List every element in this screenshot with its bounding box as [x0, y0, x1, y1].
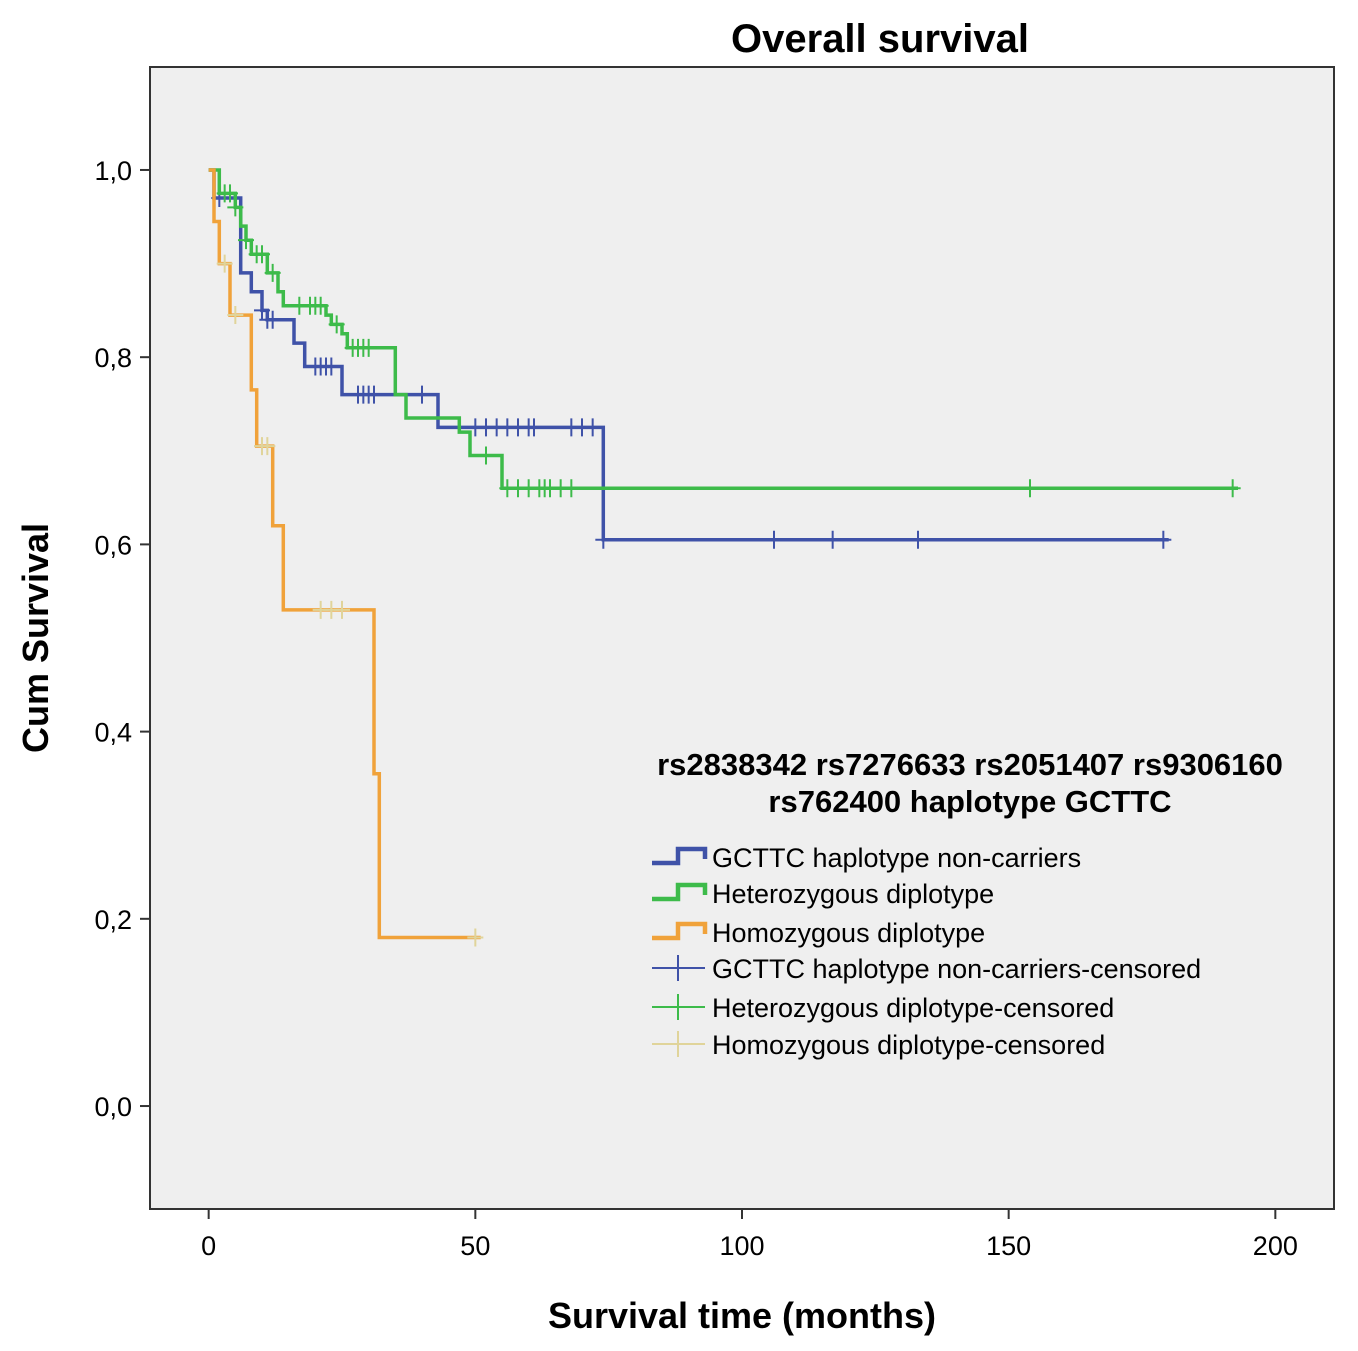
y-axis: 0,0 0,2 0,4 0,6 0,8 1,0: [94, 156, 150, 1122]
censor-mark: [766, 530, 782, 549]
x-tick-label: 200: [1253, 1231, 1298, 1261]
censor-mark: [414, 385, 430, 404]
legend-censor-swatch: [652, 955, 705, 981]
censor-mark: [323, 357, 340, 376]
legend: rs2838342 rs7276633 rs2051407 rs9306160 …: [652, 747, 1283, 1060]
censor-mark: [334, 600, 350, 619]
legend-label: Homozygous diplotype-censored: [712, 1030, 1105, 1060]
x-tick-label: 150: [986, 1231, 1031, 1261]
censor-mark: [366, 385, 382, 404]
censor-mark: [824, 530, 841, 549]
y-tick-label: 0,2: [94, 905, 132, 935]
legend-censor-swatch: [652, 994, 705, 1020]
legend-entries: GCTTC haplotype non-carriers Heterozygous…: [652, 843, 1201, 1060]
y-tick-label: 0,0: [94, 1092, 132, 1122]
plot-area: [149, 66, 1335, 1210]
legend-entry-gcttc-haplotype-non-carriers-censored: GCTTC haplotype non-carriers-censored: [652, 954, 1201, 984]
legend-title-line-2: rs762400 haplotype GCTTC: [768, 784, 1171, 819]
legend-line-swatch: [652, 846, 708, 866]
survival-curve: [208, 168, 1238, 490]
legend-label: Heterozygous diplotype: [712, 879, 994, 909]
series-gcttc-haplotype-non-carriers: [208, 168, 1172, 549]
y-tick-label: 0,8: [94, 343, 132, 373]
censor-mark: [584, 418, 601, 437]
censor-mark: [227, 306, 244, 325]
censor-mark: [264, 263, 281, 282]
legend-label: GCTTC haplotype non-carriers: [712, 843, 1081, 873]
legend-title-line-1: rs2838342 rs7276633 rs2051407 rs9306160: [657, 747, 1283, 782]
series-layer: [208, 168, 1241, 947]
censor-mark: [1022, 479, 1038, 498]
x-tick-label: 50: [460, 1231, 490, 1261]
legend-entry-heterozygous-diplotype-censored: Heterozygous diplotype-censored: [652, 993, 1114, 1023]
y-tick-label: 1,0: [94, 156, 132, 186]
x-tick-label: 0: [201, 1231, 216, 1261]
legend-entry-heterozygous-diplotype: Heterozygous diplotype: [652, 879, 994, 909]
x-axis: 0 50 100 150 200: [201, 1209, 1298, 1261]
legend-censor-swatch: [652, 1031, 705, 1057]
censor-mark: [227, 198, 244, 217]
legend-label: GCTTC haplotype non-carriers-censored: [712, 954, 1201, 984]
legend-entry-gcttc-haplotype-non-carriers: GCTTC haplotype non-carriers: [652, 843, 1081, 873]
legend-label: Homozygous diplotype: [712, 918, 985, 948]
y-axis-label: Cum Survival: [15, 523, 56, 753]
legend-entry-homozygous-diplotype-censored: Homozygous diplotype-censored: [652, 1030, 1105, 1060]
y-tick-label: 0,6: [94, 530, 132, 560]
series-heterozygous-diplotype: [208, 168, 1241, 498]
censor-mark: [264, 310, 281, 329]
series-homozygous-diplotype: [208, 168, 484, 947]
legend-label: Heterozygous diplotype-censored: [712, 993, 1114, 1023]
censor-mark: [238, 231, 254, 250]
censor-mark: [360, 338, 377, 357]
censor-mark: [526, 418, 542, 437]
censor-mark: [910, 530, 926, 549]
x-tick-label: 100: [719, 1231, 764, 1261]
legend-entry-homozygous-diplotype: Homozygous diplotype: [652, 918, 985, 948]
censor-mark: [1224, 479, 1241, 498]
censor-mark: [467, 928, 484, 947]
censor-mark: [1155, 530, 1172, 549]
censor-mark: [216, 254, 233, 273]
censor-mark: [259, 437, 276, 456]
chart-title: Overall survival: [731, 17, 1029, 61]
censor-mark: [563, 479, 580, 498]
x-axis-label: Survival time (months): [548, 1295, 936, 1336]
legend-line-swatch: [652, 882, 708, 902]
legend-line-swatch: [652, 921, 708, 941]
y-tick-label: 0,4: [94, 718, 132, 748]
censor-mark: [478, 446, 494, 465]
censor-mark: [222, 184, 238, 203]
censor-mark: [595, 530, 612, 549]
censor-mark: [254, 245, 270, 264]
censor-mark: [254, 301, 270, 320]
censor-mark: [312, 296, 329, 315]
censor-mark: [328, 315, 345, 334]
survival-curve: [208, 168, 481, 940]
